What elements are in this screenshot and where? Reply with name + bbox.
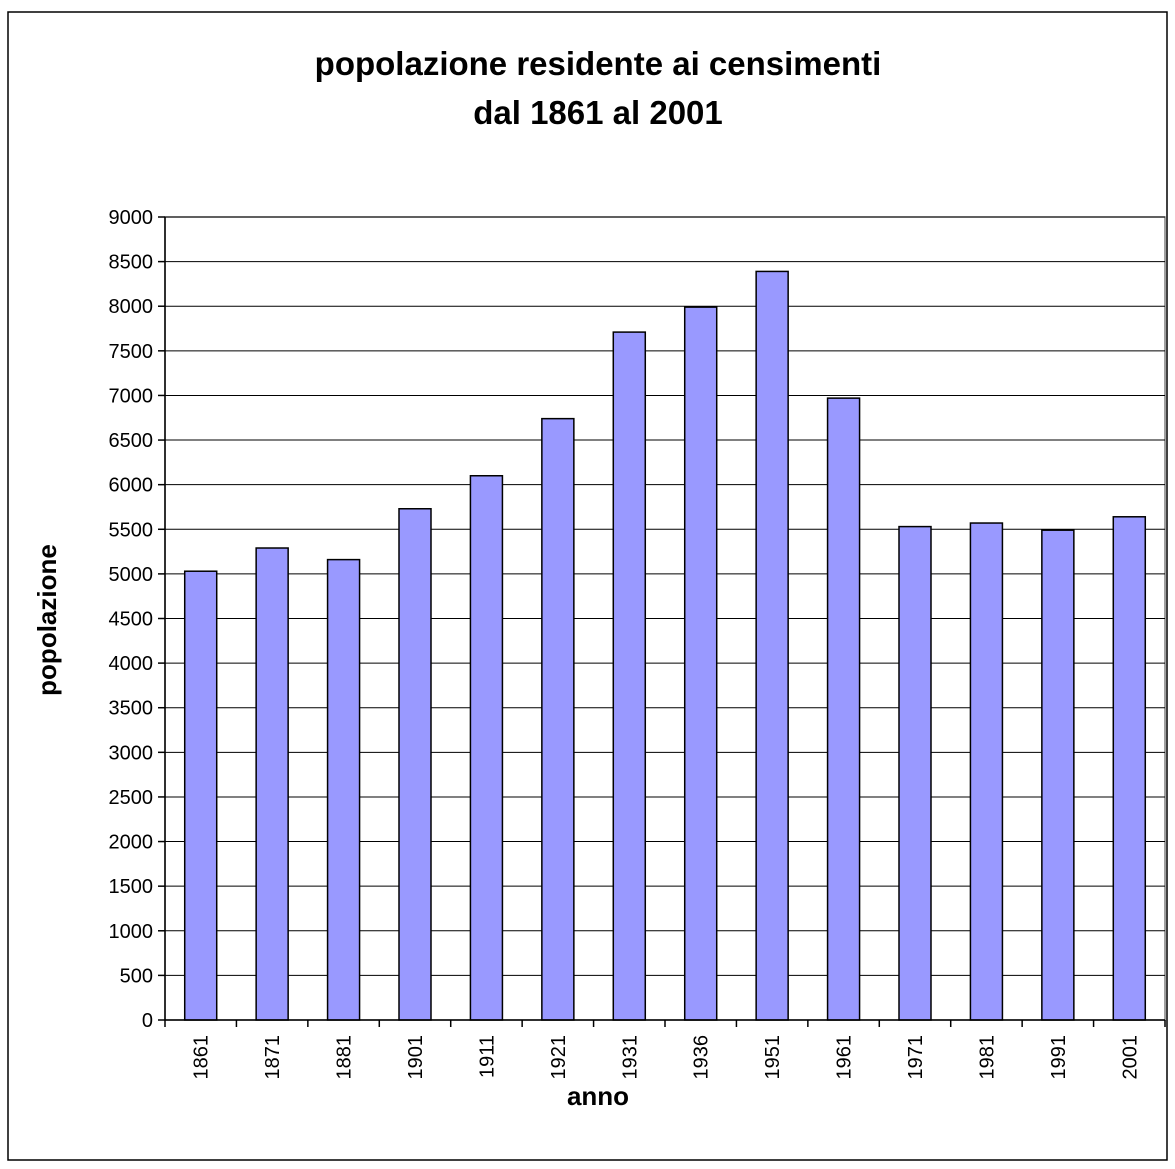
bar [826,397,861,1021]
bar [683,306,718,1021]
y-tick-label: 3000 [109,742,154,764]
y-tick-label: 5500 [109,519,154,541]
bar [469,474,504,1021]
x-tick-label: 1971 [905,1035,927,1080]
y-tick-label: 2000 [109,832,154,854]
y-axis-title: popolazione [32,544,62,696]
x-tick-label: 1911 [476,1035,498,1078]
x-tick-label: 2001 [1119,1035,1141,1080]
y-tick-label: 0 [142,1010,153,1032]
x-tick-label: 1936 [691,1035,713,1080]
bar [541,417,575,1021]
bar [183,570,218,1021]
x-tick-label: 1991 [1048,1035,1070,1080]
y-tick-label: 2500 [109,787,154,809]
x-tick-label: 1881 [334,1035,356,1080]
bar [398,508,432,1021]
bar [612,331,647,1021]
y-tick-label: 7500 [109,341,154,363]
bar [1041,529,1075,1021]
bar [755,270,789,1021]
bar [326,558,361,1021]
x-tick-label: 1961 [834,1035,856,1080]
y-tick-label: 3500 [109,698,154,720]
y-tick-label: 8500 [109,252,154,274]
y-tick-label: 1500 [109,876,154,898]
x-tick-label: 1981 [976,1035,998,1080]
y-tick-label: 8000 [109,296,154,318]
bar [1112,516,1147,1021]
chart-title: dal 1861 al 2001 [473,94,723,131]
y-tick-label: 1000 [109,921,154,943]
x-tick-label: 1861 [191,1035,213,1080]
y-tick-label: 6000 [109,475,154,497]
x-tick-label: 1951 [762,1035,784,1080]
bar [255,547,289,1021]
bar [898,525,932,1021]
chart-title: popolazione residente ai censimenti [315,45,882,82]
y-tick-label: 4000 [109,653,154,675]
y-tick-label: 9000 [109,207,154,229]
y-tick-label: 500 [120,965,153,987]
x-axis-title: anno [567,1081,629,1111]
y-tick-label: 4500 [109,609,154,631]
y-tick-label: 5000 [109,564,154,586]
bar [969,522,1004,1021]
x-tick-label: 1931 [619,1035,641,1080]
x-tick-label: 1921 [548,1035,570,1080]
x-tick-label: 1871 [262,1035,284,1080]
y-tick-label: 6500 [109,430,154,452]
x-tick-label: 1901 [405,1035,427,1080]
y-tick-label: 7000 [109,385,154,407]
